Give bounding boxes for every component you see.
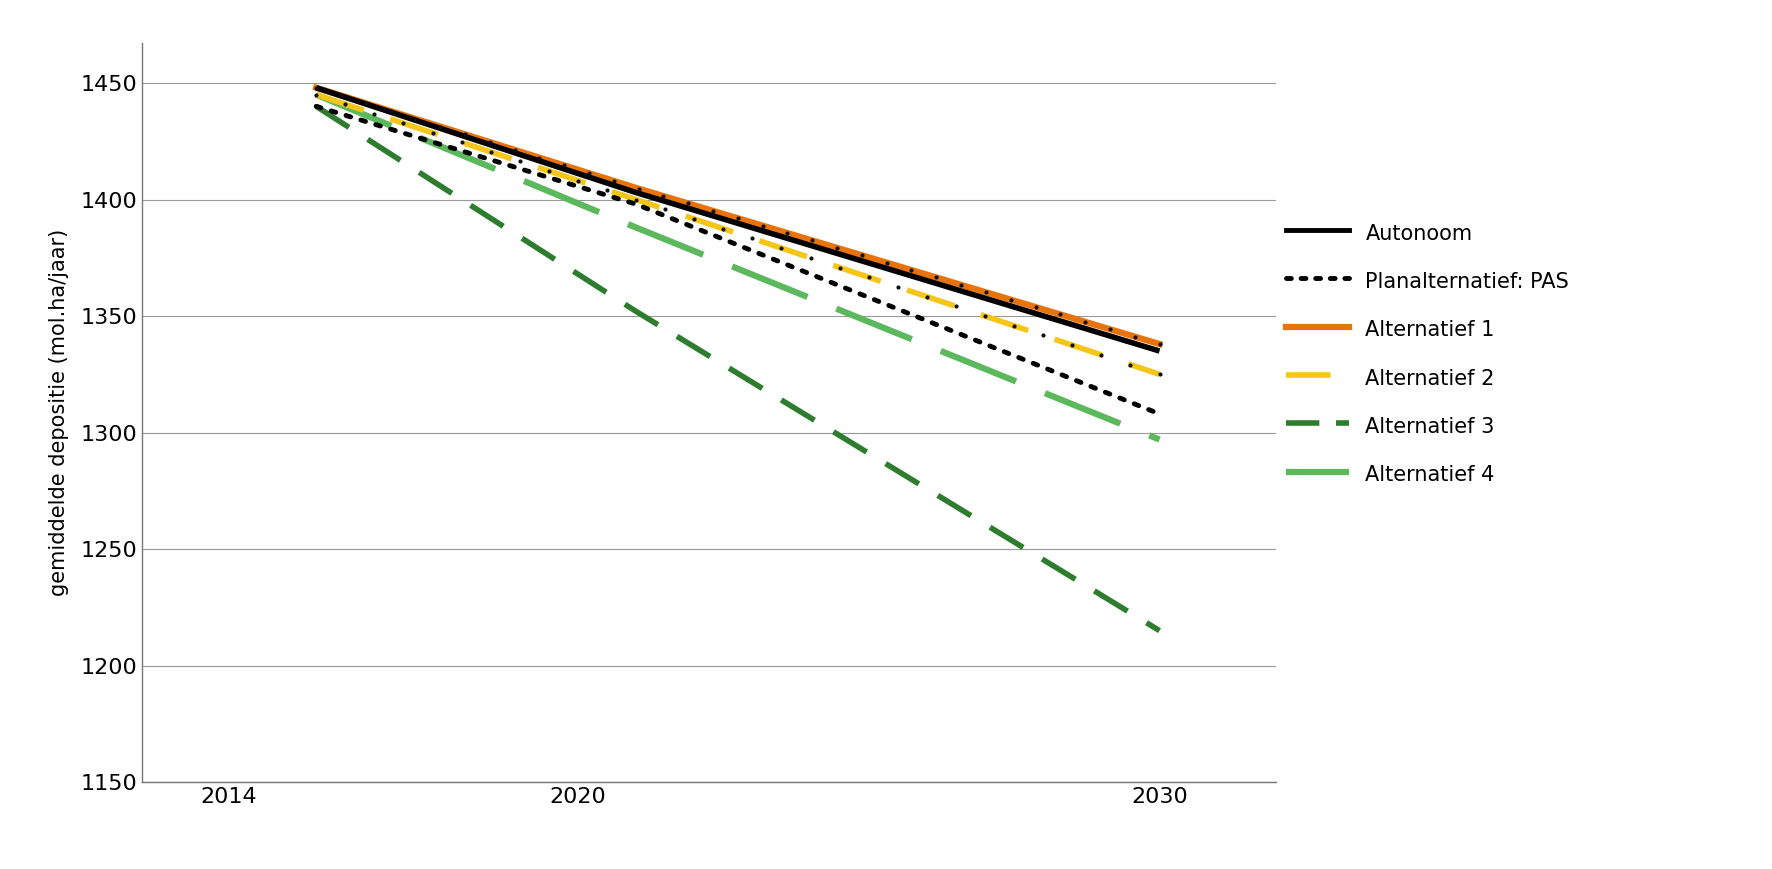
Legend: Autonoom, Planalternatief: PAS, Alternatief 1, Alternatief 2, Alternatief 3, Alt: Autonoom, Planalternatief: PAS, Alternat… xyxy=(1286,220,1570,488)
Y-axis label: gemiddelde depositie (mol.ha/jaar): gemiddelde depositie (mol.ha/jaar) xyxy=(50,229,69,596)
